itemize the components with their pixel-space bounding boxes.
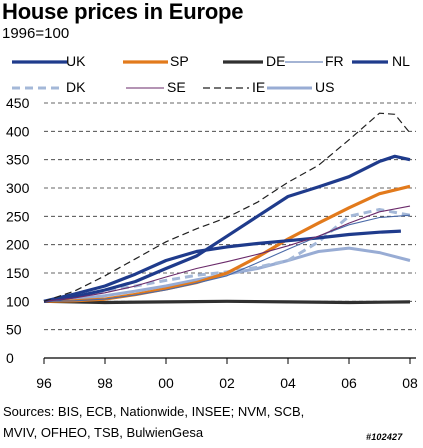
series-line-de — [43, 299, 411, 305]
legend-label-dk: DK — [66, 79, 86, 95]
x-tick-label-08: 08 — [402, 375, 418, 391]
y-tick-label-50: 50 — [6, 322, 22, 338]
legend-label-de: DE — [266, 53, 285, 69]
series-line-nl — [43, 229, 401, 303]
line-chart: UK SP DE FR NL DK SE IE US 0 50 100 150 200 250 300 350… — [6, 53, 418, 391]
legend-label-uk: UK — [66, 53, 86, 69]
sources-line-1: Sources: BIS, ECB, Nationwide, INSEE; NV… — [3, 404, 305, 419]
chart-code: #102427 — [366, 432, 403, 442]
series-line-fr — [43, 214, 411, 302]
legend-label-se: SE — [167, 79, 186, 95]
x-tick-label-98: 98 — [97, 375, 113, 391]
chart-title: House prices in Europe — [2, 0, 244, 24]
y-tick-label-350: 350 — [6, 152, 30, 168]
x-tick-label-96: 96 — [36, 375, 52, 391]
legend: UK SP DE FR NL DK SE IE US — [12, 53, 410, 95]
legend-label-ie: IE — [252, 79, 265, 95]
legend-label-nl: NL — [392, 53, 410, 69]
legend-label-fr: FR — [325, 53, 344, 69]
y-tick-label-200: 200 — [6, 237, 30, 253]
x-tick-label-02: 02 — [219, 375, 235, 391]
series-lines — [43, 112, 411, 305]
sources-line-2: MVIV, OFHEO, TSB, BulwienGesa — [3, 425, 204, 440]
legend-label-us: US — [315, 79, 334, 95]
x-tick-label-04: 04 — [280, 375, 296, 391]
y-tick-label-250: 250 — [6, 208, 30, 224]
y-tick-label-450: 450 — [6, 95, 30, 111]
y-tick-label-100: 100 — [6, 293, 30, 309]
x-tick-label-06: 06 — [341, 375, 357, 391]
axes: 0 50 100 150 200 250 300 350 400 450 96 98 00 02 04 06 0… — [6, 95, 418, 391]
series-line-se — [43, 205, 411, 302]
y-tick-label-300: 300 — [6, 180, 30, 196]
series-line-sp — [43, 184, 411, 303]
y-tick-label-150: 150 — [6, 265, 30, 281]
y-tick-label-400: 400 — [6, 123, 30, 139]
series-line-ie — [43, 112, 411, 302]
x-tick-label-00: 00 — [158, 375, 174, 391]
sources-note: Sources: BIS, ECB, Nationwide, INSEE; NV… — [3, 401, 304, 443]
chart-subtitle: 1996=100 — [2, 25, 70, 42]
y-tick-label-0: 0 — [6, 350, 14, 366]
legend-label-sp: SP — [170, 53, 189, 69]
series-line-uk — [43, 154, 411, 303]
